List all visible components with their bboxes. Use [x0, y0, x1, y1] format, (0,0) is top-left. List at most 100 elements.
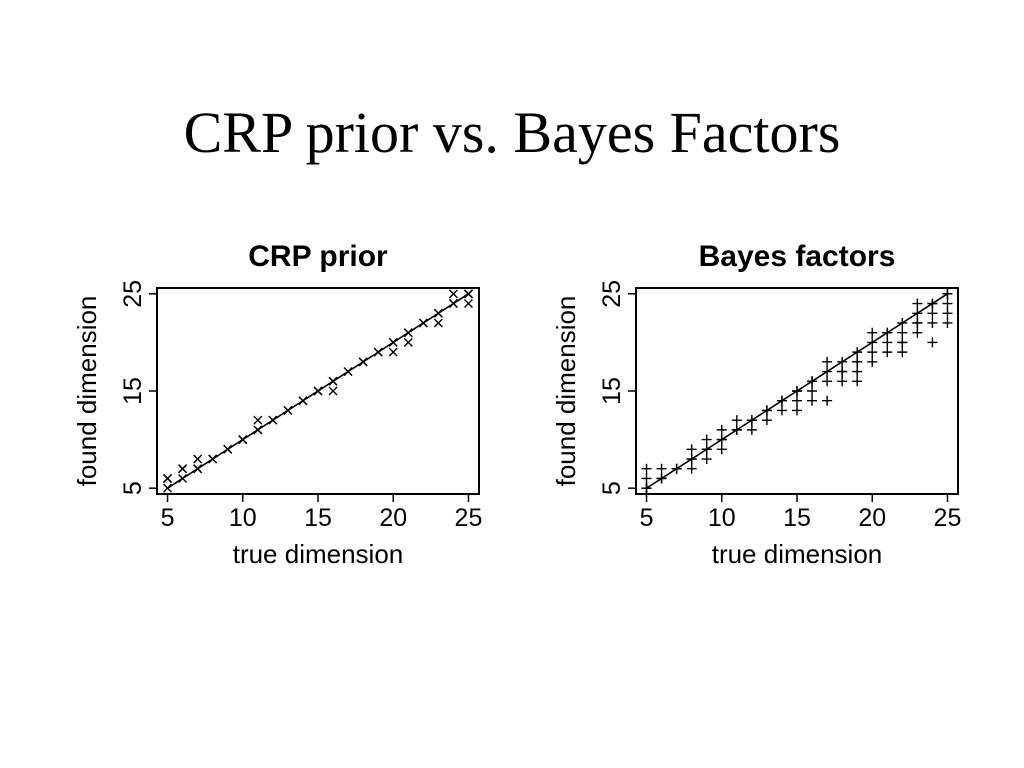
data-point: [701, 454, 712, 465]
data-point: [328, 386, 338, 396]
chart-title: CRP prior: [248, 240, 388, 273]
data-point: [822, 395, 833, 406]
data-point: [403, 328, 413, 338]
data-point: [912, 327, 923, 338]
data-point: [358, 357, 368, 367]
data-point: [343, 367, 353, 377]
x-tick-label: 20: [858, 504, 886, 532]
data-point: [822, 376, 833, 387]
slide-title: CRP prior vs. Bayes Factors: [183, 100, 841, 165]
data-point: [761, 415, 772, 426]
data-point: [641, 463, 652, 474]
data-point: [912, 308, 923, 319]
data-point: [942, 298, 953, 309]
data-point: [761, 405, 772, 416]
data-point: [253, 425, 263, 435]
data-point: [927, 308, 938, 319]
x-tick-label: 25: [934, 504, 962, 532]
data-point: [193, 464, 203, 474]
data-point: [208, 454, 218, 464]
data-point: [927, 317, 938, 328]
data-point: [837, 376, 848, 387]
y-tick-label: 5: [598, 481, 626, 495]
x-tick-label: 15: [783, 504, 811, 532]
data-point: [792, 386, 802, 396]
data-point: [701, 434, 712, 445]
data-point: [418, 318, 428, 328]
data-points: [163, 289, 473, 493]
data-point: [897, 317, 908, 328]
data-point: [373, 347, 383, 357]
data-point: [716, 424, 727, 435]
data-point: [433, 318, 443, 328]
data-point: [463, 289, 473, 299]
data-point: [298, 396, 308, 406]
data-point: [897, 347, 908, 358]
chart-panel-crp: CRP prior 5 10 15 20 25 5 15 25 true dimension…: [72, 240, 482, 569]
data-point: [656, 473, 667, 484]
data-point: [223, 444, 233, 454]
data-point: [897, 337, 908, 348]
data-point: [852, 356, 863, 367]
data-point: [268, 415, 278, 425]
data-point: [746, 415, 757, 426]
data-point: [731, 424, 742, 435]
data-point: [313, 386, 323, 396]
data-point: [671, 463, 682, 474]
data-point: [746, 424, 757, 435]
data-point: [253, 415, 263, 425]
x-axis-label: true dimension: [233, 539, 404, 569]
data-point: [807, 395, 818, 406]
data-point: [388, 347, 398, 357]
x-ticks: 5 10 15 20 25: [640, 494, 962, 532]
x-axis-label: true dimension: [712, 539, 883, 569]
x-tick-label: 25: [455, 504, 483, 532]
data-point: [867, 356, 878, 367]
data-point: [433, 308, 443, 318]
data-point: [731, 415, 742, 426]
data-point: [163, 473, 173, 483]
x-tick-label: 10: [229, 504, 257, 532]
data-point: [792, 405, 802, 416]
data-point: [686, 463, 697, 474]
data-point: [641, 473, 652, 484]
data-points: [641, 288, 953, 494]
data-point: [448, 299, 458, 309]
data-point: [882, 337, 893, 348]
y-tick-label: 15: [119, 377, 147, 405]
x-tick-label: 15: [304, 504, 332, 532]
data-point: [701, 444, 712, 455]
y-tick-label: 5: [119, 481, 147, 495]
y-tick-label: 25: [119, 280, 147, 308]
data-point: [686, 454, 697, 465]
data-point: [178, 464, 188, 474]
data-point: [807, 386, 818, 396]
data-point: [686, 444, 697, 455]
data-point: [238, 435, 248, 445]
data-point: [776, 395, 787, 406]
y-ticks: 5 15 25: [119, 280, 157, 495]
data-point: [867, 327, 878, 338]
data-point: [942, 308, 953, 319]
y-axis-label: found dimension: [72, 296, 102, 487]
data-point: [882, 347, 893, 358]
x-ticks: 5 10 15 20 25: [161, 494, 483, 532]
data-point: [822, 356, 833, 367]
data-point: [716, 434, 727, 445]
y-tick-label: 15: [598, 377, 626, 405]
data-point: [163, 483, 173, 493]
chart-title: Bayes factors: [699, 240, 896, 273]
data-point: [912, 317, 923, 328]
data-point: [927, 298, 938, 309]
x-tick-label: 10: [708, 504, 736, 532]
y-tick-label: 25: [598, 280, 626, 308]
y-axis-label: found dimension: [551, 296, 581, 487]
data-point: [807, 376, 818, 387]
data-point: [867, 337, 878, 348]
data-point: [837, 366, 848, 377]
data-point: [837, 356, 848, 367]
data-point: [776, 405, 787, 416]
data-point: [942, 288, 953, 299]
x-tick-label: 5: [640, 504, 654, 532]
